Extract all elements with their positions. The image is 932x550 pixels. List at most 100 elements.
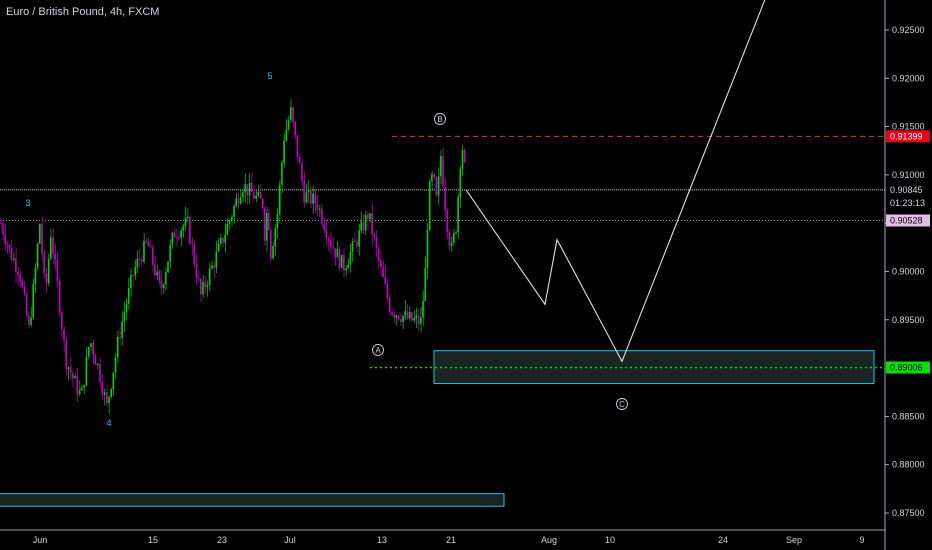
candle-body (116, 336, 119, 358)
candle-body (310, 189, 312, 204)
candle-body (453, 233, 455, 243)
candle-body (202, 281, 204, 295)
candle-body (276, 214, 279, 228)
candle-body (362, 221, 365, 231)
countdown-tag[interactable]: 01:23:13 (886, 196, 930, 209)
candle-body (380, 260, 382, 268)
candle-body (143, 240, 145, 262)
resistance-price-tag[interactable]: 0.91399 (886, 130, 930, 143)
wave-label-a: A (372, 344, 384, 356)
candle-body (103, 392, 106, 395)
candle-body (292, 107, 294, 122)
candle-body (242, 192, 244, 198)
candle-body (56, 259, 59, 281)
candle-body (160, 280, 163, 289)
candle-body (125, 303, 128, 313)
candle-body (28, 315, 30, 325)
candle-body (321, 208, 323, 224)
candle-body (151, 246, 154, 265)
wave-label-circle (616, 398, 628, 410)
low-line-price-tag-text: 0.90528 (890, 215, 923, 225)
candle-body (43, 253, 45, 274)
candle-body (224, 234, 226, 243)
candle-body (349, 251, 352, 265)
candle-body (235, 198, 238, 207)
candle-body (457, 196, 459, 233)
candle-body (127, 288, 130, 304)
support-price-tag[interactable]: 0.89006 (886, 361, 930, 374)
candle-body (301, 162, 303, 181)
candle-body (204, 281, 207, 288)
y-tick-label: 0.91000 (892, 170, 925, 180)
candle-body (219, 237, 222, 244)
candle-body (69, 367, 72, 373)
candle-body (417, 315, 420, 324)
current-price-tag[interactable]: 0.90845 (886, 183, 930, 196)
y-tick-label: 0.88000 (892, 460, 925, 470)
low-line-price-tag[interactable]: 0.90528 (886, 214, 930, 227)
candle-body (158, 271, 161, 281)
candle-body (15, 258, 17, 272)
candle-body (395, 315, 398, 318)
candle-body (206, 285, 209, 288)
candle-body (123, 312, 126, 322)
candle-body (296, 135, 299, 157)
candle-body (101, 382, 104, 395)
x-tick-label: 21 (446, 535, 456, 545)
candle-body (58, 280, 61, 313)
candle-body (303, 180, 305, 203)
candle-body (386, 283, 389, 298)
candle-body (347, 264, 349, 269)
candle-body (290, 107, 292, 121)
candle-body (2, 223, 4, 235)
candle-body (34, 267, 37, 285)
candle-body (312, 193, 314, 204)
wave-label-c: C (616, 398, 628, 410)
candle-body (270, 230, 272, 259)
candle-body (130, 275, 132, 289)
candle-body (446, 210, 449, 232)
x-tick-label: 15 (148, 535, 158, 545)
candle-body (463, 150, 466, 162)
candle-body (147, 241, 150, 247)
candle-body (397, 315, 400, 320)
candle-body (373, 234, 376, 237)
candle-body (239, 197, 242, 204)
candle-body (330, 240, 332, 248)
current-price-tag-bg (886, 183, 930, 196)
candle-body (415, 315, 418, 319)
candle-body (435, 177, 438, 196)
chart-title: Euro / British Pound, 4h, FXCM (6, 6, 159, 18)
candle-body (442, 156, 444, 187)
candle-body (78, 390, 81, 395)
candle-body (32, 284, 34, 318)
candle-body (215, 251, 218, 268)
candle-body (358, 230, 360, 247)
candle-body (106, 392, 108, 403)
candle-body (167, 261, 169, 273)
candle-body (208, 268, 211, 286)
candle-body (138, 259, 141, 261)
candle-body (145, 240, 147, 242)
candle-body (404, 311, 407, 316)
candle-body (39, 224, 41, 244)
candle-body (81, 387, 83, 391)
candle-body (61, 312, 63, 330)
candle-body (323, 223, 325, 231)
candle-body (25, 294, 28, 316)
bottom-zone-box[interactable] (0, 493, 505, 507)
candle-body (171, 232, 174, 245)
candle-body (428, 181, 431, 231)
candle-body (340, 254, 343, 268)
candle-body (231, 216, 233, 221)
candle-body (305, 192, 308, 203)
candle-body (353, 241, 356, 243)
candle-body (431, 174, 433, 182)
x-tick-label: Jul (284, 535, 296, 545)
candle-body (140, 259, 143, 262)
candle-body (351, 241, 354, 252)
projection-path[interactable] (465, 0, 772, 363)
candle-body (228, 220, 231, 224)
